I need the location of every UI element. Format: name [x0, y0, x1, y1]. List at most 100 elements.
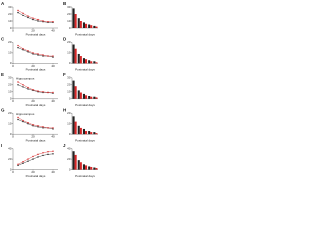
- data-point: [52, 127, 54, 129]
- x-tick-label: 0: [12, 170, 14, 174]
- y-tick-label: 10: [8, 51, 12, 55]
- y-tick-label: 20: [67, 83, 71, 87]
- panel-label: D: [63, 37, 67, 42]
- bar: [72, 44, 75, 64]
- y-tick-label: 0: [69, 132, 71, 136]
- data-point: [22, 48, 24, 50]
- data-point: [22, 120, 24, 123]
- data-point: [52, 56, 54, 58]
- bar: [77, 125, 80, 135]
- x-axis-label: Postnatal days: [26, 32, 46, 36]
- figure: A 0 10 20 30 Postnatal days 0 20 40 B 0 10 20 30 Postn…: [1, 1, 98, 178]
- x-tick-label: 20: [31, 99, 35, 103]
- data-point: [27, 51, 29, 53]
- bar: [77, 160, 80, 170]
- bar: [95, 133, 98, 135]
- y-tick-label: 30: [8, 76, 12, 80]
- y-tick-label: 10: [8, 90, 12, 94]
- data-point: [32, 53, 34, 55]
- data-point: [37, 20, 39, 22]
- series-line: [17, 151, 54, 165]
- bar: [93, 25, 96, 28]
- bar: [93, 167, 96, 170]
- bar: [79, 21, 82, 28]
- bar: [88, 60, 91, 64]
- y-tick-label: 40: [8, 146, 12, 150]
- data-point: [27, 16, 29, 19]
- data-point: [47, 21, 49, 23]
- panel-label: B: [63, 1, 67, 6]
- panel-label: I: [1, 143, 2, 148]
- data-point: [17, 9, 19, 12]
- series-line: [17, 117, 53, 129]
- data-point: [22, 162, 24, 164]
- data-point: [32, 17, 34, 19]
- data-point: [22, 84, 24, 86]
- bar: [88, 131, 91, 135]
- data-point: [27, 160, 29, 162]
- x-axis-label: Postnatal days: [26, 68, 46, 72]
- bar: [82, 164, 85, 170]
- series-line: [17, 153, 54, 166]
- bar: [95, 97, 98, 99]
- data-point: [52, 91, 54, 94]
- panel-label: F: [63, 72, 66, 77]
- bar: [85, 165, 88, 170]
- data-point: [22, 161, 24, 163]
- data-point: [22, 49, 24, 51]
- data-point: [47, 127, 49, 129]
- bar: [72, 80, 75, 99]
- bar: [88, 166, 91, 170]
- bar: [90, 61, 93, 64]
- data-point: [27, 123, 29, 125]
- data-point: [42, 152, 44, 154]
- bar: [95, 26, 98, 28]
- panel-label: C: [1, 37, 5, 42]
- y-tick-label: 0: [10, 97, 12, 101]
- bar: [82, 58, 85, 64]
- bar: [95, 62, 98, 64]
- data-point: [52, 21, 54, 23]
- bar: [85, 59, 88, 64]
- data-point: [17, 11, 19, 14]
- data-point: [17, 163, 19, 166]
- x-tick-label: 40: [51, 135, 55, 139]
- data-point: [22, 86, 24, 88]
- x-tick-label: 20: [31, 28, 35, 32]
- panel-label: E: [1, 72, 4, 77]
- data-point: [42, 127, 44, 129]
- y-tick-label: 10: [67, 19, 71, 23]
- series-line: [17, 12, 53, 23]
- y-tick-label: 20: [67, 111, 71, 115]
- x-tick-label: 40: [51, 170, 55, 174]
- panel-label: G: [1, 107, 5, 112]
- data-point: [37, 53, 39, 55]
- bar: [90, 166, 93, 170]
- data-point: [37, 125, 39, 127]
- data-point: [17, 46, 19, 49]
- data-point: [47, 55, 49, 57]
- y-tick-label: 30: [67, 5, 71, 9]
- y-tick-label: 0: [69, 167, 71, 171]
- x-tick-label: 20: [31, 135, 35, 139]
- bar: [95, 168, 98, 170]
- data-point: [37, 90, 39, 92]
- x-tick-label: 0: [12, 135, 14, 139]
- data-point: [32, 125, 34, 127]
- data-point: [42, 91, 44, 93]
- data-point: [37, 153, 39, 156]
- data-point: [42, 54, 44, 56]
- bar: [79, 162, 82, 170]
- data-point: [27, 50, 29, 52]
- bar: [88, 96, 91, 99]
- x-axis-label: Postnatal days: [26, 103, 46, 107]
- data-point: [27, 15, 29, 17]
- x-tick-label: 40: [51, 64, 55, 68]
- bar: [93, 132, 96, 135]
- y-tick-label: 20: [8, 40, 12, 44]
- bar: [93, 96, 96, 99]
- chart-title: Hippocampus: [16, 77, 35, 81]
- data-point: [27, 121, 29, 124]
- bar: [82, 22, 85, 28]
- bar: [72, 8, 75, 28]
